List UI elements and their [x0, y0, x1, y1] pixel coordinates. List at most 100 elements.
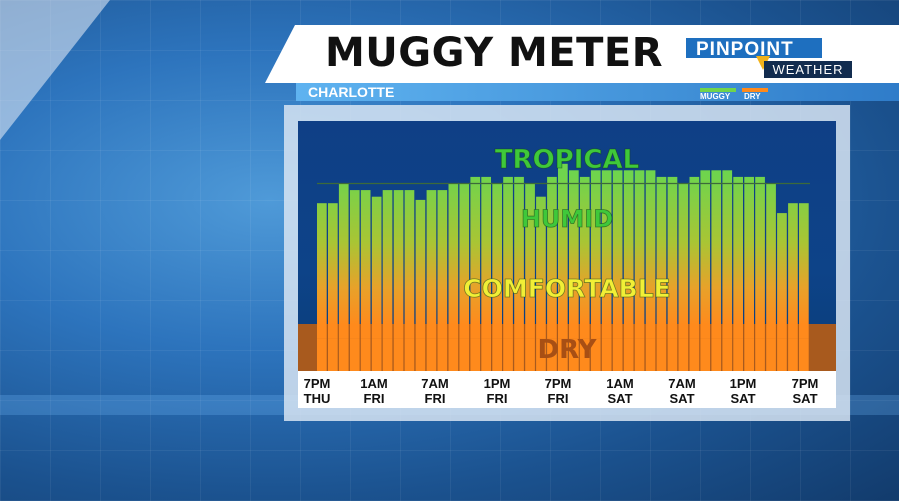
dry-bar: [612, 338, 623, 371]
dry-bar: [678, 338, 689, 371]
x-tick-time: 1PM: [484, 376, 511, 391]
dry-bar: [481, 338, 491, 371]
muggy-bar: [459, 183, 470, 339]
muggy-bar: [360, 190, 371, 339]
muggy-bar: [415, 199, 426, 339]
dry-bar: [689, 338, 700, 371]
muggy-bar: [503, 176, 513, 339]
muggy-bar: [766, 183, 776, 339]
muggy-bar: [404, 190, 415, 339]
muggy-bar: [744, 176, 754, 339]
dry-bar: [503, 338, 513, 371]
muggy-bar: [700, 170, 711, 339]
x-tick-time: 7PM: [792, 376, 819, 391]
dry-bar: [492, 338, 502, 371]
dry-bar: [349, 338, 360, 371]
muggy-bar: [371, 196, 382, 339]
dry-bar: [788, 338, 798, 371]
muggy-bar: [590, 170, 601, 339]
x-tick-time: 7PM: [545, 376, 572, 391]
dry-bar: [459, 338, 470, 371]
dry-bar: [645, 338, 656, 371]
legend-label-dry: DRY: [744, 92, 761, 101]
x-tick-time: 1AM: [606, 376, 633, 391]
dry-bar: [328, 338, 338, 371]
dry-bar: [623, 338, 634, 371]
muggy-bar: [426, 190, 437, 339]
x-tick-day: SAT: [669, 391, 694, 406]
muggy-bar: [656, 176, 667, 339]
dry-bar: [601, 338, 612, 371]
muggy-bar: [689, 176, 700, 339]
dry-bar: [656, 338, 667, 371]
dry-bar: [536, 338, 546, 371]
legend-swatch-muggy: [700, 88, 736, 92]
subtitle-bar: [296, 83, 899, 101]
zone-label-tropical: TROPICAL: [495, 145, 639, 175]
x-tick-day: FRI: [487, 391, 508, 406]
dry-bar: [590, 338, 601, 371]
dry-bar: [514, 338, 524, 371]
x-axis-band: [298, 371, 836, 408]
muggy-bar: [678, 183, 689, 339]
dry-bar: [744, 338, 754, 371]
dry-bar: [470, 338, 481, 371]
dry-bar: [382, 338, 393, 371]
dry-bar: [766, 338, 776, 371]
dry-bar: [579, 338, 590, 371]
muggy-bar: [788, 203, 798, 339]
location-label: CHARLOTTE: [308, 84, 395, 100]
logo-weather-text: WEATHER: [764, 61, 852, 78]
muggy-bar: [623, 170, 634, 339]
dry-bar: [338, 338, 349, 371]
muggy-bar: [547, 176, 557, 339]
dry-bar: [317, 338, 327, 371]
dry-bar: [448, 338, 459, 371]
dry-bar: [437, 338, 448, 371]
muggy-bar: [470, 176, 481, 339]
logo-pinpoint-text: PINPOINT: [684, 36, 824, 60]
dry-bar: [733, 338, 743, 371]
x-tick-day: FRI: [548, 391, 569, 406]
muggy-bar: [601, 170, 612, 339]
muggy-bar: [328, 203, 338, 339]
zone-label-dry: DRY: [537, 335, 597, 365]
muggy-bar: [393, 190, 404, 339]
muggy-bar: [437, 190, 448, 339]
dry-bar: [700, 338, 711, 371]
zone-label-comfortable: COMFORTABLE: [463, 274, 670, 303]
zone-label-humid: HUMID: [521, 205, 613, 233]
x-tick-day: SAT: [607, 391, 632, 406]
muggy-bar: [645, 170, 656, 339]
muggy-bar: [569, 170, 579, 339]
dry-bar: [360, 338, 371, 371]
chart-title: MUGGY METER: [325, 30, 663, 76]
x-tick-day: SAT: [730, 391, 755, 406]
dry-bar: [415, 338, 426, 371]
dry-bar: [711, 338, 722, 371]
dry-bar: [777, 338, 787, 371]
legend: MUGGY DRY: [700, 88, 770, 102]
dry-bar: [634, 338, 645, 371]
dry-bar: [393, 338, 404, 371]
dry-bar: [426, 338, 437, 371]
muggy-bar: [492, 183, 502, 339]
muggy-bar: [536, 196, 546, 339]
muggy-bar: [755, 176, 765, 339]
muggy-bar: [525, 183, 535, 339]
dry-bar: [558, 338, 568, 371]
x-tick-time: 7PM: [304, 376, 331, 391]
muggy-bar: [338, 183, 349, 339]
muggy-bar: [667, 176, 678, 339]
x-tick-time: 7AM: [421, 376, 448, 391]
x-tick-day: SAT: [792, 391, 817, 406]
muggy-bar: [777, 213, 787, 339]
muggy-bar: [317, 203, 327, 339]
dry-bar: [547, 338, 557, 371]
x-tick-day: FRI: [364, 391, 385, 406]
legend-label-muggy: MUGGY: [700, 92, 731, 101]
pinpoint-weather-logo: PINPOINT WEATHER: [684, 36, 854, 80]
dry-bar: [755, 338, 765, 371]
dry-bar: [799, 338, 809, 371]
